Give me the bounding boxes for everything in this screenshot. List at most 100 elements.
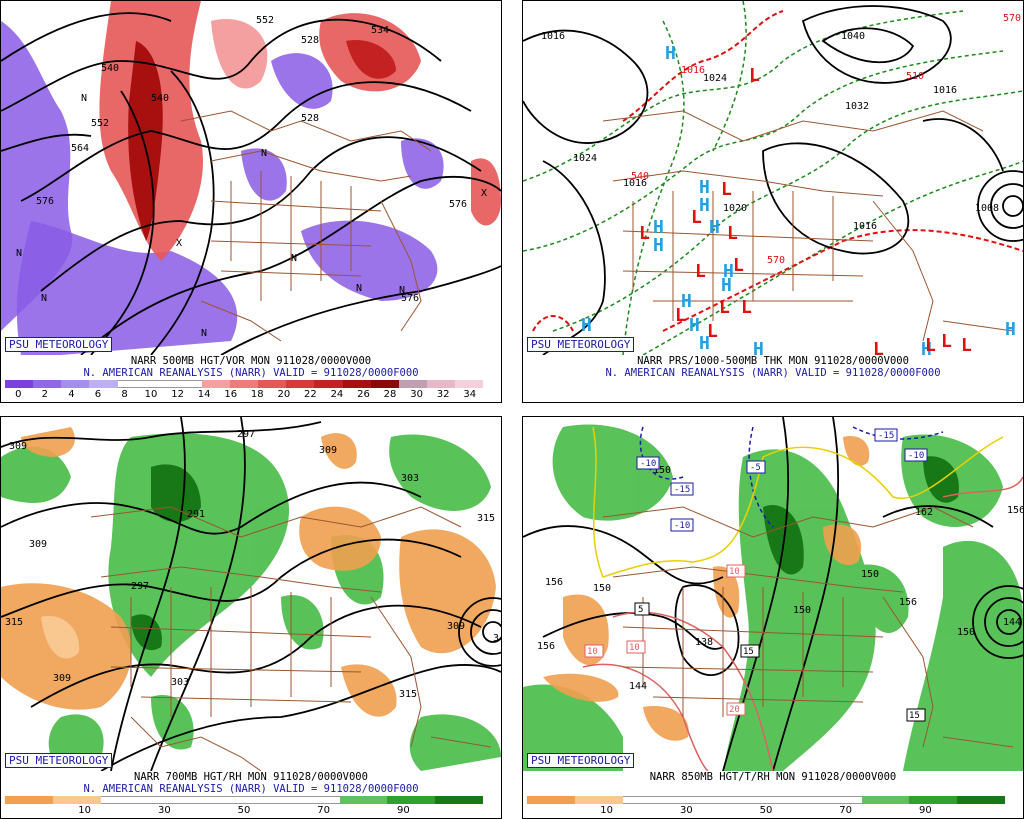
political-border xyxy=(110,626,372,703)
contour-label: 291 xyxy=(187,509,205,520)
svg-text:10: 10 xyxy=(629,643,640,653)
contour-label: 309 xyxy=(29,539,47,550)
contour-label: 576 xyxy=(401,293,419,304)
thickness-label: 540 xyxy=(631,171,649,182)
contour-label: 534 xyxy=(371,25,389,36)
svg-text:15: 15 xyxy=(909,711,920,721)
rh-dry-area xyxy=(843,436,870,466)
svg-text:-10: -10 xyxy=(908,451,924,461)
rh-moist-area xyxy=(853,564,909,633)
psu-meteorology-badge: PSU METEOROLOGY xyxy=(527,337,635,352)
temperature-label: 10 xyxy=(626,640,646,654)
psu-meteorology-badge: PSU METEOROLOGY xyxy=(5,753,113,768)
low-pressure-marker: L xyxy=(961,335,972,355)
rh-moist-area xyxy=(151,695,194,750)
colorbar-tick-label: 0 xyxy=(15,389,22,400)
svg-text:-10: -10 xyxy=(640,459,656,469)
rh-moist-area xyxy=(1,446,71,503)
colorbar-swatch xyxy=(574,796,623,804)
height-contour xyxy=(542,612,724,650)
contour-label: 552 xyxy=(91,118,109,129)
svg-text:-15: -15 xyxy=(878,431,894,441)
map-pressure-thickness: 1016 1024 1040 1016 1032 1024 1016 1016 … xyxy=(523,1,1023,355)
rh-dry-area xyxy=(399,529,496,654)
colorbar-swatch xyxy=(339,796,388,804)
isobar xyxy=(542,160,606,355)
contour-label: 309 xyxy=(447,621,465,632)
high-pressure-marker: H xyxy=(721,275,732,296)
colorbar-swatch xyxy=(230,380,259,388)
svg-text:5: 5 xyxy=(638,605,643,615)
political-border xyxy=(130,716,262,771)
low-pressure-marker: L xyxy=(941,331,952,352)
vorticity-minimum-marker: N xyxy=(16,248,22,259)
rh-dry-area xyxy=(21,427,75,457)
political-border xyxy=(200,200,422,342)
colorbar-tick-label: 6 xyxy=(94,389,102,400)
height-contour xyxy=(722,417,790,771)
colorbar-ticks: 10 30 50 70 90 xyxy=(527,805,1005,817)
colorbar-swatch xyxy=(196,796,244,804)
thickness-contour xyxy=(712,1,747,152)
colorbar-tick-label: 30 xyxy=(157,805,171,816)
thickness-contour xyxy=(622,20,685,355)
height-contour xyxy=(90,90,155,355)
high-pressure-marker: H xyxy=(723,261,734,282)
isobar xyxy=(990,183,1023,229)
isobar-label: 1016 xyxy=(541,31,565,42)
political-border xyxy=(602,110,984,142)
contour-label: 309 xyxy=(9,441,27,452)
colorbar-swatch xyxy=(145,380,174,388)
vorticity-positive-area xyxy=(346,40,396,79)
isobar xyxy=(821,27,915,63)
contour-label: 156 xyxy=(1007,505,1023,516)
height-contour xyxy=(458,597,501,667)
contour-label: 156 xyxy=(545,577,563,588)
colorbar-tick-label: 10 xyxy=(144,389,158,400)
colorbar-swatch xyxy=(52,796,101,804)
thickness-contour-warm xyxy=(662,229,1023,332)
temperature-contour-cold xyxy=(852,426,944,440)
temperature-label: -5 xyxy=(746,460,766,474)
vorticity-maximum-marker: X xyxy=(481,188,487,199)
colorbar-swatch xyxy=(100,796,149,804)
high-pressure-marker: H xyxy=(699,195,710,216)
colorbar-tick-label: 12 xyxy=(171,389,184,400)
colorbar-tick-label: 34 xyxy=(463,389,477,400)
isobar-label: 1016 xyxy=(623,178,647,189)
colorbar xyxy=(5,796,483,804)
chart-subcaption: N. AMERICAN REANALYSIS (NARR) VALID = 91… xyxy=(83,783,419,795)
height-contour xyxy=(674,584,740,676)
vorticity-negative-area xyxy=(401,138,444,189)
map-700mb-rh: 309 297 291 309 303 315 297 315 309 309 … xyxy=(1,417,501,771)
thickness-contour xyxy=(552,90,1023,332)
isobar-label: 1008 xyxy=(975,203,999,214)
political-border xyxy=(370,596,492,748)
isobar-label: 1024 xyxy=(573,153,597,164)
temperature-label: -15 xyxy=(874,428,898,442)
colorbar-swatch xyxy=(426,380,455,388)
colorbar-swatch xyxy=(89,380,118,388)
political-border xyxy=(90,506,462,538)
contour-label: 576 xyxy=(36,196,54,207)
vorticity-negative-area xyxy=(271,53,333,109)
svg-text:10: 10 xyxy=(729,567,740,577)
political-border xyxy=(882,596,1014,748)
colorbar-tick-label: 70 xyxy=(839,805,853,816)
colorbar-tick-label: 90 xyxy=(396,805,410,816)
colorbar-tick-label: 24 xyxy=(330,389,344,400)
height-contour xyxy=(882,505,994,528)
chart-caption: NARR 850MB HGT/T/RH MON 911028/0000V000 xyxy=(649,771,897,783)
vorticity-minimum-marker: N xyxy=(81,93,87,104)
political-border xyxy=(210,200,382,277)
contour-label: 564 xyxy=(71,143,89,154)
colorbar-swatch xyxy=(286,380,315,388)
colorbar-tick-label: 50 xyxy=(237,805,251,816)
colorbar-tick-label: 26 xyxy=(357,389,370,400)
map-500mb-vorticity: 552 528 576 564 540 576 576 534 528 552 … xyxy=(1,1,501,355)
contour-label: 150 xyxy=(957,627,975,638)
colorbar-tick-label: 10 xyxy=(78,805,92,816)
contour-label: 138 xyxy=(695,637,713,648)
contour-label: 576 xyxy=(449,199,467,210)
colorbar-swatch xyxy=(291,796,340,804)
